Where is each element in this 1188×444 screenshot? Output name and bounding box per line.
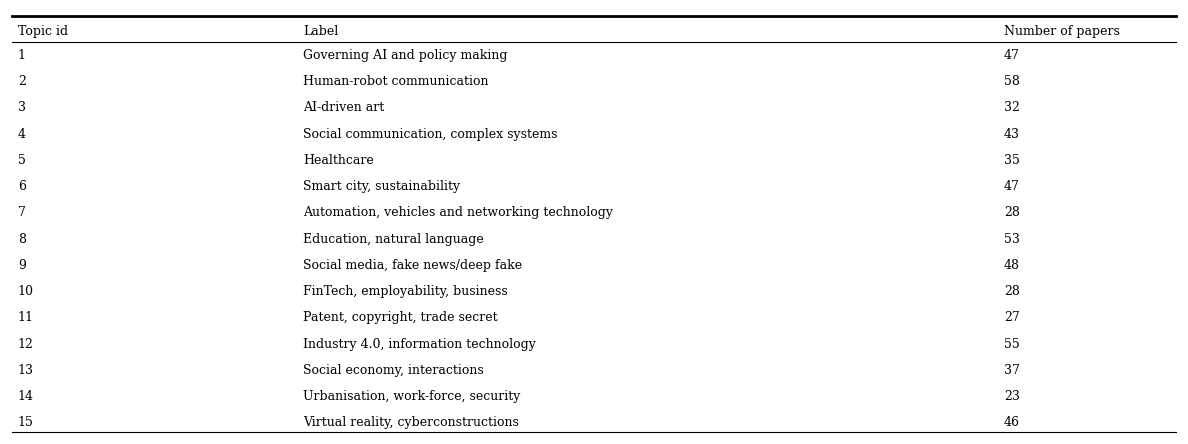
Text: 13: 13 bbox=[18, 364, 33, 377]
Text: 2: 2 bbox=[18, 75, 26, 88]
Text: Social media, fake news/deep fake: Social media, fake news/deep fake bbox=[303, 259, 522, 272]
Text: 1: 1 bbox=[18, 49, 26, 62]
Text: 55: 55 bbox=[1004, 337, 1019, 350]
Text: Patent, copyright, trade secret: Patent, copyright, trade secret bbox=[303, 311, 498, 324]
Text: 3: 3 bbox=[18, 102, 26, 115]
Text: Social economy, interactions: Social economy, interactions bbox=[303, 364, 484, 377]
Text: 47: 47 bbox=[1004, 49, 1019, 62]
Text: Virtual reality, cyberconstructions: Virtual reality, cyberconstructions bbox=[303, 416, 519, 429]
Text: Education, natural language: Education, natural language bbox=[303, 233, 484, 246]
Text: 12: 12 bbox=[18, 337, 33, 350]
Text: Topic id: Topic id bbox=[18, 24, 68, 38]
Text: 53: 53 bbox=[1004, 233, 1019, 246]
Text: 9: 9 bbox=[18, 259, 26, 272]
Text: 48: 48 bbox=[1004, 259, 1019, 272]
Text: 7: 7 bbox=[18, 206, 26, 219]
Text: 6: 6 bbox=[18, 180, 26, 193]
Text: 11: 11 bbox=[18, 311, 33, 324]
Text: Urbanisation, work-force, security: Urbanisation, work-force, security bbox=[303, 390, 520, 403]
Text: Healthcare: Healthcare bbox=[303, 154, 374, 167]
Text: 37: 37 bbox=[1004, 364, 1019, 377]
Text: AI-driven art: AI-driven art bbox=[303, 102, 384, 115]
Text: Number of papers: Number of papers bbox=[1004, 24, 1120, 38]
Text: 8: 8 bbox=[18, 233, 26, 246]
Text: Social communication, complex systems: Social communication, complex systems bbox=[303, 128, 557, 141]
Text: Governing AI and policy making: Governing AI and policy making bbox=[303, 49, 507, 62]
Text: 32: 32 bbox=[1004, 102, 1019, 115]
Text: 23: 23 bbox=[1004, 390, 1019, 403]
Text: 5: 5 bbox=[18, 154, 26, 167]
Text: 10: 10 bbox=[18, 285, 33, 298]
Text: 46: 46 bbox=[1004, 416, 1019, 429]
Text: 27: 27 bbox=[1004, 311, 1019, 324]
Text: 28: 28 bbox=[1004, 206, 1019, 219]
Text: Smart city, sustainability: Smart city, sustainability bbox=[303, 180, 460, 193]
Text: Industry 4.0, information technology: Industry 4.0, information technology bbox=[303, 337, 536, 350]
Text: FinTech, employability, business: FinTech, employability, business bbox=[303, 285, 507, 298]
Text: Automation, vehicles and networking technology: Automation, vehicles and networking tech… bbox=[303, 206, 613, 219]
Text: 35: 35 bbox=[1004, 154, 1019, 167]
Text: 28: 28 bbox=[1004, 285, 1019, 298]
Text: Label: Label bbox=[303, 24, 339, 38]
Text: 15: 15 bbox=[18, 416, 33, 429]
Text: Human-robot communication: Human-robot communication bbox=[303, 75, 488, 88]
Text: 47: 47 bbox=[1004, 180, 1019, 193]
Text: 58: 58 bbox=[1004, 75, 1019, 88]
Text: 4: 4 bbox=[18, 128, 26, 141]
Text: 43: 43 bbox=[1004, 128, 1019, 141]
Text: 14: 14 bbox=[18, 390, 33, 403]
